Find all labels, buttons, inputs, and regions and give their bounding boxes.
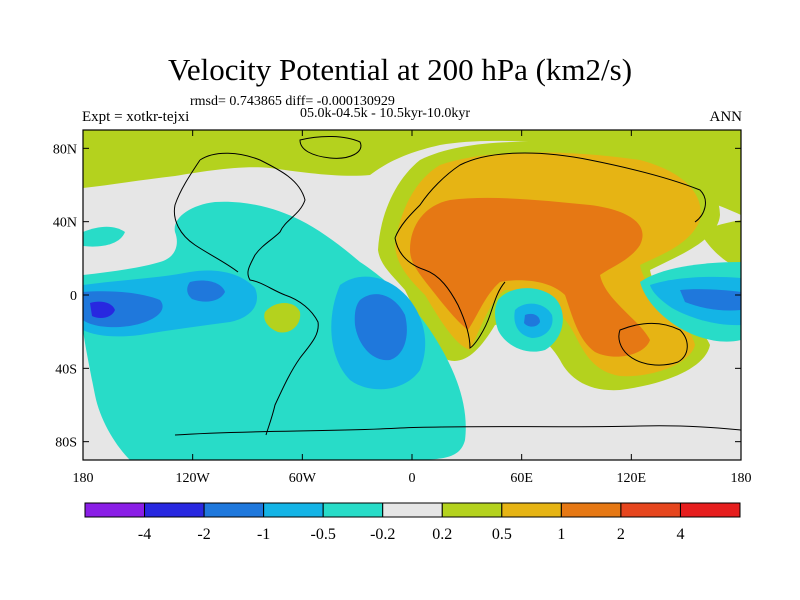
atlantic-negative-strong: [354, 294, 407, 361]
maritime-negative-core: [680, 289, 741, 311]
colorbar-swatch: [501, 502, 562, 518]
pacific-negative-secondary: [187, 280, 225, 302]
x-tick-label: 60E: [510, 471, 533, 486]
colorbar-level-label: -4: [138, 526, 151, 543]
western-negative-outer: [83, 201, 466, 460]
colorbar-level-label: -0.5: [311, 526, 336, 543]
north-america-west-coast: [173, 159, 239, 273]
pacific-negative-max: [90, 301, 115, 318]
amazon-positive: [264, 303, 301, 333]
y-tick-label: 0: [70, 289, 77, 304]
antarctica-coastline: [174, 425, 741, 436]
contour-field: [83, 130, 741, 460]
x-axis: 180 120W 60W 0 60E 120E 180: [73, 130, 752, 486]
colorbar-swatch: [620, 502, 681, 518]
x-tick-label: 180: [73, 471, 94, 486]
oldworld-positive-core: [410, 197, 650, 357]
x-tick-label: 120E: [617, 471, 647, 486]
colorbar-swatch: [144, 502, 205, 518]
colorbar-swatch: [203, 502, 265, 518]
africa-coastline: [394, 237, 506, 349]
x-tick-label: 0: [409, 471, 416, 486]
arctic-positive-region: [83, 130, 741, 215]
colorbar-swatch: [441, 502, 503, 518]
colorbar-swatch: [382, 502, 443, 518]
west-pacific-patch: [83, 226, 125, 247]
colorbar-level-label: 0.2: [432, 526, 452, 543]
colorbar-swatch: [263, 502, 324, 518]
y-axis: 80N 40N 0 40S 80S: [53, 142, 741, 451]
colorbar: -4 -2 -1 -0.5 -0.2 0.2 0.5 1 2 4: [84, 502, 741, 543]
y-tick-label: 40N: [53, 216, 77, 231]
season-label: ANN: [709, 109, 743, 125]
experiment-label: Expt = xotkr-tejxi: [82, 109, 190, 125]
colorbar-level-label: 4: [676, 526, 684, 543]
x-tick-label: 120W: [176, 471, 211, 486]
x-tick-label: 60W: [289, 471, 317, 486]
indian-ocean-negative-core: [524, 313, 540, 327]
eurasia-coastline: [394, 152, 706, 239]
colorbar-level-label: -1: [257, 526, 270, 543]
colorbar-swatch: [560, 502, 622, 518]
greenland-coastline: [299, 136, 362, 159]
australia-coastline: [618, 322, 688, 366]
y-tick-label: 40S: [55, 362, 77, 377]
colorbar-level-label: -2: [197, 526, 210, 543]
colorbar-swatch: [322, 502, 384, 518]
y-tick-label: 80N: [53, 142, 77, 157]
colorbar-swatch: [84, 502, 146, 518]
x-tick-label: 180: [731, 471, 752, 486]
americas-coastline: [199, 152, 319, 436]
colorbar-swatch: [679, 502, 741, 518]
rmsd-diff-stats: rmsd= 0.743865 diff= -0.000130929: [190, 94, 395, 109]
colorbar-level-label: 2: [617, 526, 625, 543]
colorbar-level-label: -0.2: [370, 526, 395, 543]
page-title: Velocity Potential at 200 hPa (km2/s): [167, 52, 633, 87]
y-tick-label: 80S: [55, 436, 77, 451]
colorbar-level-label: 0.5: [492, 526, 512, 543]
colorbar-level-label: 1: [557, 526, 565, 543]
coastlines: [173, 136, 741, 436]
pacific-negative-strong: [83, 291, 163, 328]
period-label: 05.0k-04.5k - 10.5kyr-10.0kyr: [300, 106, 471, 121]
